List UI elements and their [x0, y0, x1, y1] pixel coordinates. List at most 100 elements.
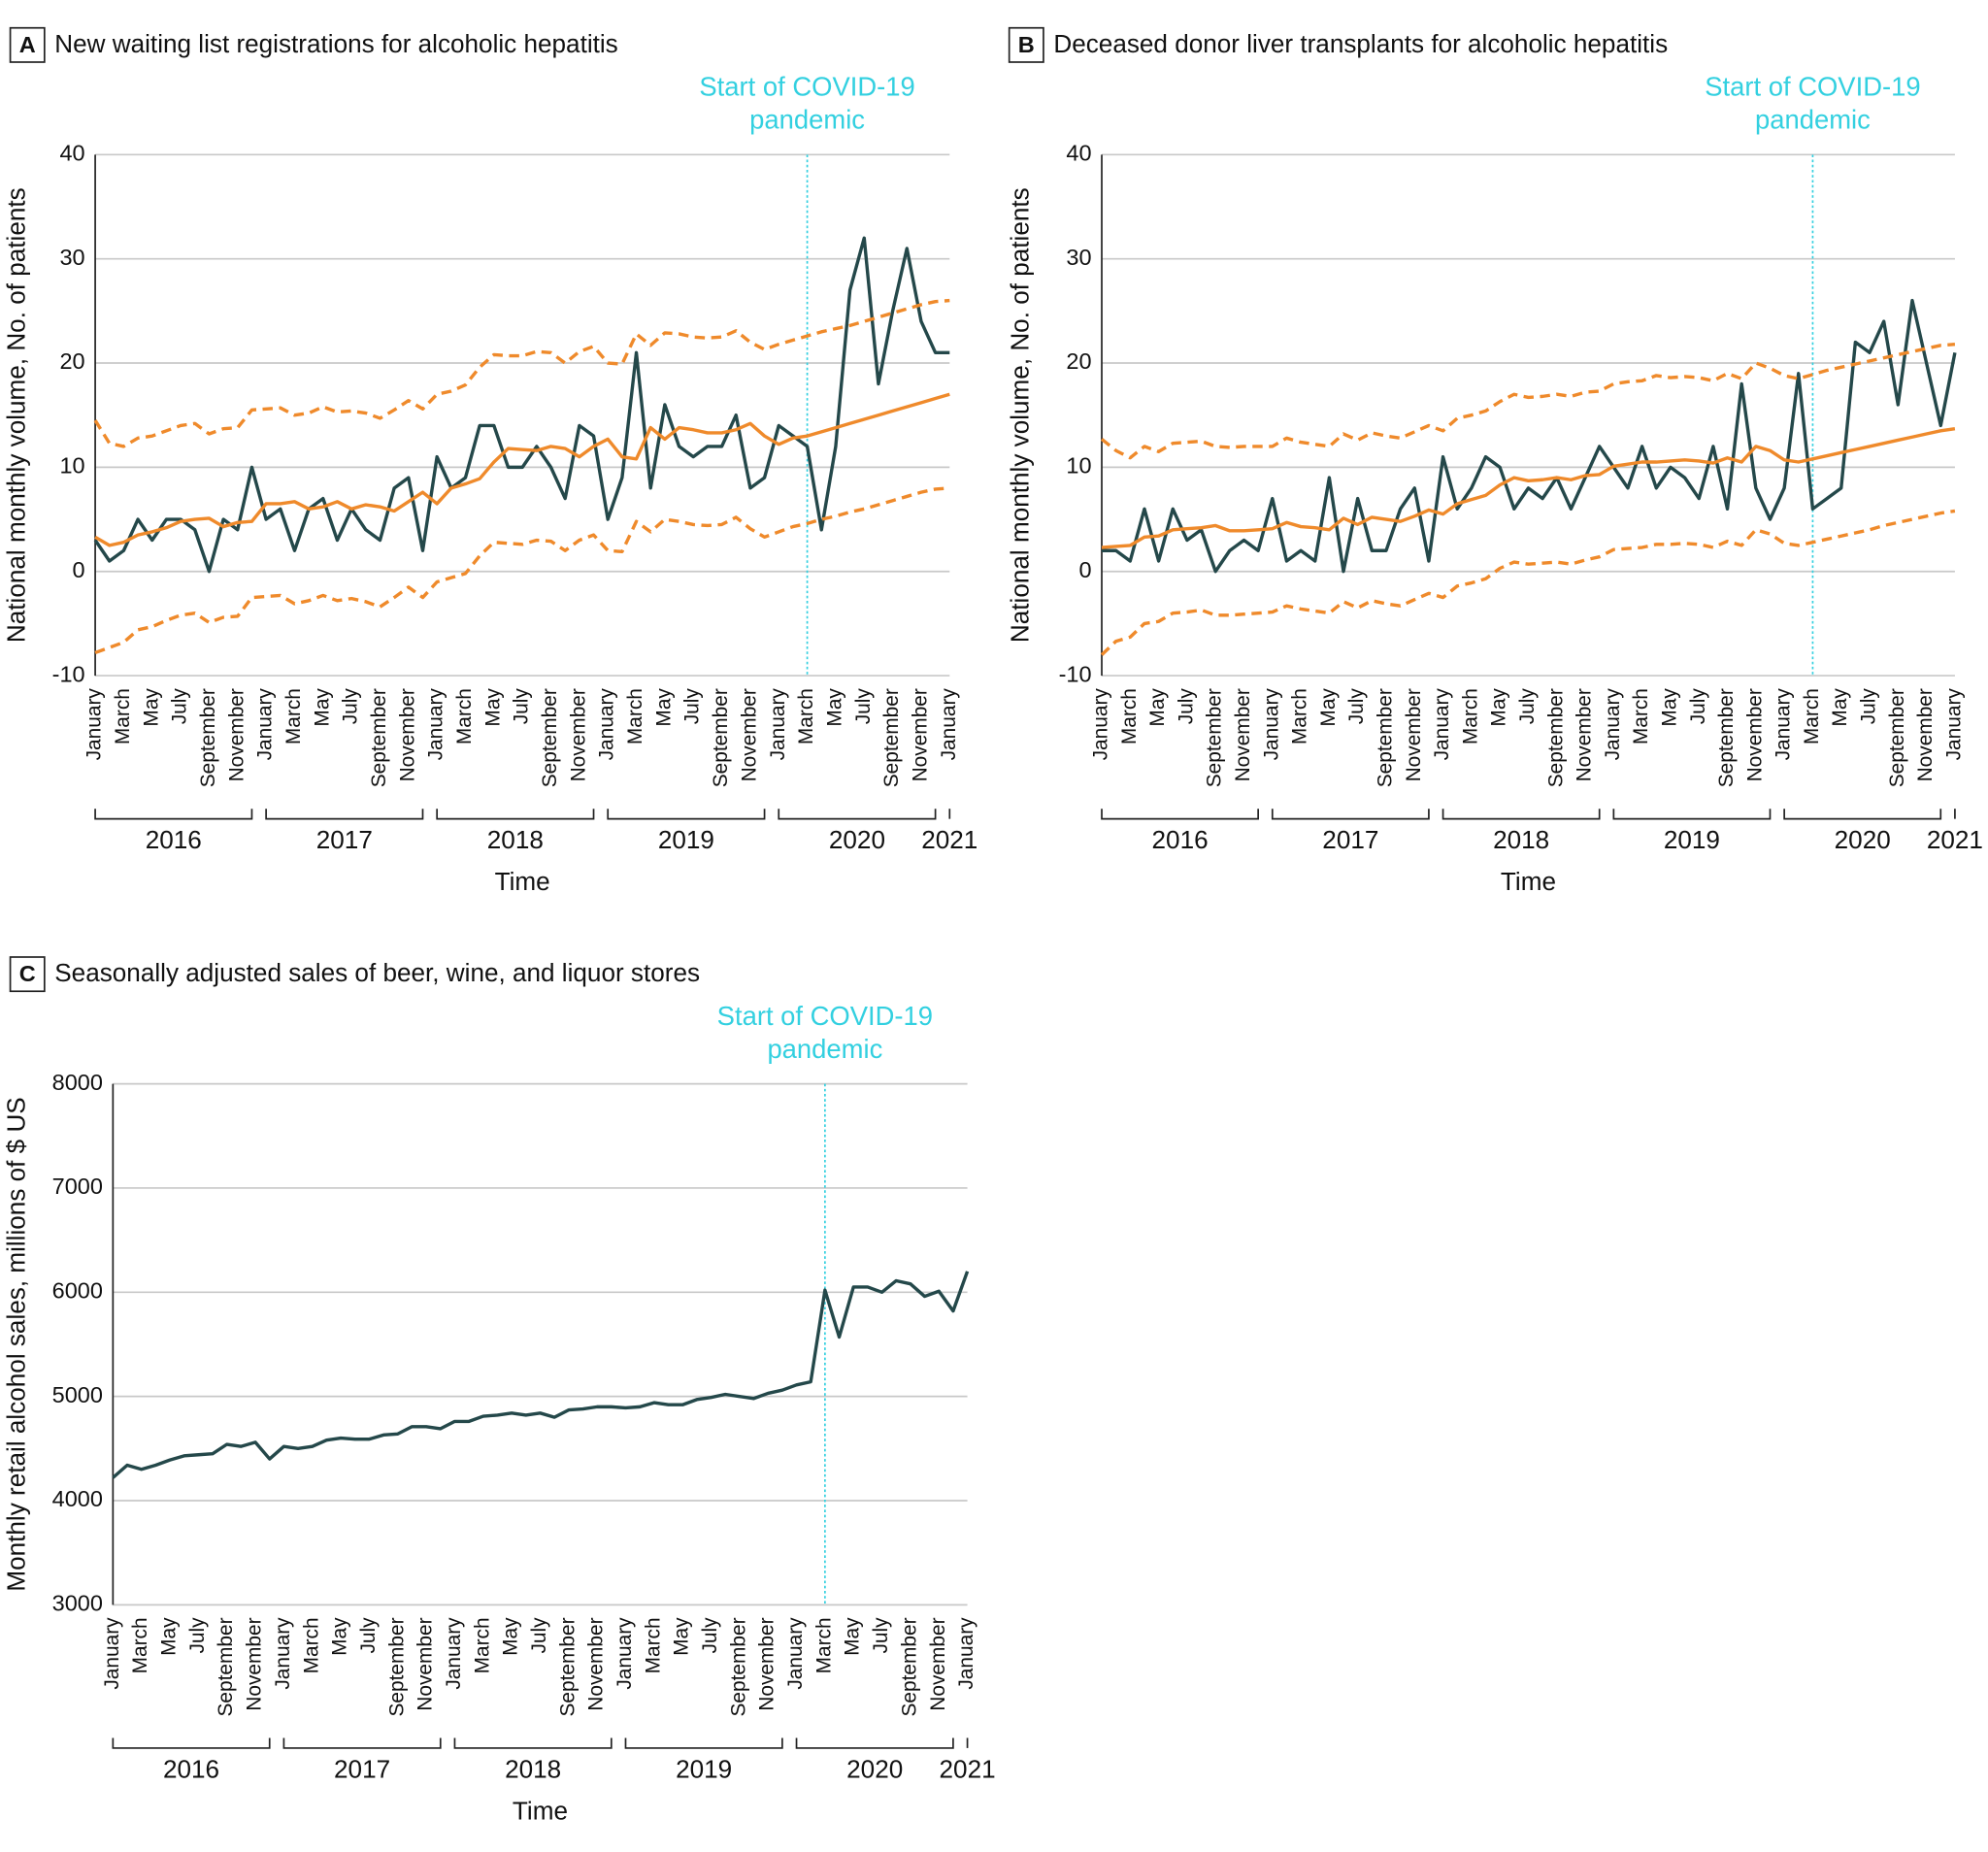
x-tick-label: March [300, 1617, 322, 1673]
x-tick-label: September [880, 688, 903, 787]
panel-box [9, 26, 46, 63]
x-tick-label: September [385, 1617, 408, 1716]
year-label: 2016 [163, 1754, 219, 1783]
x-tick-label: May [158, 1617, 181, 1656]
x-tick-label: September [368, 688, 390, 787]
x-tick-label: November [927, 1617, 949, 1710]
year-label: 2016 [146, 825, 202, 854]
x-tick-label: November [1232, 688, 1254, 781]
panel-label: B [1018, 32, 1035, 57]
x-tick-label: January [101, 1617, 123, 1690]
x-tick-label: March [282, 688, 305, 744]
x-tick-label: September [1544, 688, 1567, 787]
y-tick-label: -10 [1059, 661, 1092, 686]
x-tick-label: May [1829, 688, 1851, 727]
x-tick-label: March [795, 688, 817, 744]
x-tick-label: March [1459, 688, 1481, 744]
year-bracket [112, 1737, 271, 1749]
x-tick-label: November [225, 688, 248, 781]
y-tick-label: 40 [1066, 141, 1091, 166]
x-tick-label: July [870, 1617, 892, 1654]
x-tick-label: May [500, 1617, 522, 1656]
x-tick-label: May [1488, 688, 1510, 727]
series-line [94, 392, 950, 547]
y-tick-label: 6000 [52, 1277, 103, 1303]
year-label: 2019 [1664, 825, 1720, 854]
x-tick-label: July [852, 688, 875, 725]
x-axis-label: Time [513, 1796, 568, 1825]
x-tick-label: May [329, 1617, 351, 1656]
y-tick-label: 10 [59, 453, 84, 479]
x-tick-label: July [186, 1617, 209, 1654]
y-tick-label: 30 [1066, 245, 1091, 270]
annotation-text: Start of COVID-19 [699, 72, 914, 102]
x-tick-label: March [624, 688, 646, 744]
year-bracket [1271, 809, 1430, 820]
year-bracket [1101, 809, 1259, 820]
y-tick-label: 0 [1078, 557, 1091, 582]
year-label: 2016 [1152, 825, 1209, 854]
x-tick-label: May [671, 1617, 693, 1656]
x-tick-label: July [681, 688, 704, 725]
x-tick-label: September [556, 1617, 579, 1716]
x-tick-label: September [898, 1617, 920, 1716]
x-tick-label: January [443, 1617, 465, 1690]
x-tick-label: November [1403, 688, 1425, 781]
x-tick-label: July [1687, 688, 1709, 725]
x-tick-label: January [1773, 688, 1795, 761]
x-tick-label: July [340, 688, 362, 725]
series-line [112, 1271, 970, 1479]
year-bracket [1783, 809, 1942, 820]
x-tick-label: November [585, 1617, 608, 1710]
y-tick-label: 8000 [52, 1070, 103, 1095]
series-line [94, 486, 950, 655]
series-line [1102, 298, 1957, 574]
chart-title: Deceased donor liver transplants for alc… [1053, 29, 1668, 58]
x-tick-label: March [453, 688, 476, 744]
x-tick-label: July [1345, 688, 1368, 725]
year-bracket [778, 809, 937, 820]
year-label: 2019 [658, 825, 714, 854]
year-label: 2018 [1493, 825, 1549, 854]
year-label: 2018 [505, 1754, 561, 1783]
panel-box [9, 956, 46, 993]
x-tick-label: September [1374, 688, 1396, 787]
y-axis-label: National monthly volume, No. of patients [1006, 187, 1035, 643]
x-tick-label: May [1317, 688, 1340, 727]
series-line [1101, 426, 1956, 549]
x-tick-label: November [396, 688, 418, 781]
x-tick-label: March [812, 1617, 835, 1673]
x-tick-label: January [955, 1617, 977, 1690]
x-tick-label: November [244, 1617, 266, 1710]
year-bracket [436, 809, 595, 820]
x-tick-label: March [471, 1617, 493, 1673]
chart-title: New waiting list registrations for alcoh… [54, 29, 617, 58]
x-tick-label: March [1801, 688, 1823, 744]
x-tick-label: September [710, 688, 732, 787]
y-tick-label: 7000 [52, 1174, 103, 1199]
x-tick-label: January [1602, 688, 1624, 761]
year-bracket [453, 1737, 613, 1749]
x-tick-label: January [425, 688, 447, 761]
chart-title: Seasonally adjusted sales of beer, wine,… [54, 958, 700, 987]
series-line [1100, 343, 1956, 460]
x-tick-label: May [140, 688, 162, 727]
y-tick-label: 3000 [52, 1591, 103, 1616]
y-tick-label: 30 [59, 245, 84, 270]
x-tick-label: September [197, 688, 219, 787]
y-axis-label: Monthly retail alcohol sales, millions o… [1, 1097, 30, 1591]
x-tick-label: May [1658, 688, 1680, 727]
year-bracket [265, 809, 424, 820]
x-tick-label: September [215, 1617, 237, 1716]
x-tick-label: November [909, 688, 931, 781]
x-tick-label: September [1715, 688, 1738, 787]
year-label: 2021 [940, 1754, 996, 1783]
year-label: 2021 [1927, 825, 1983, 854]
x-tick-label: November [1914, 688, 1937, 781]
x-tick-label: January [596, 688, 618, 761]
x-tick-label: January [1942, 688, 1965, 761]
x-tick-label: March [1118, 688, 1141, 744]
x-axis-label: Time [1501, 867, 1556, 896]
x-tick-label: January [613, 1617, 636, 1690]
